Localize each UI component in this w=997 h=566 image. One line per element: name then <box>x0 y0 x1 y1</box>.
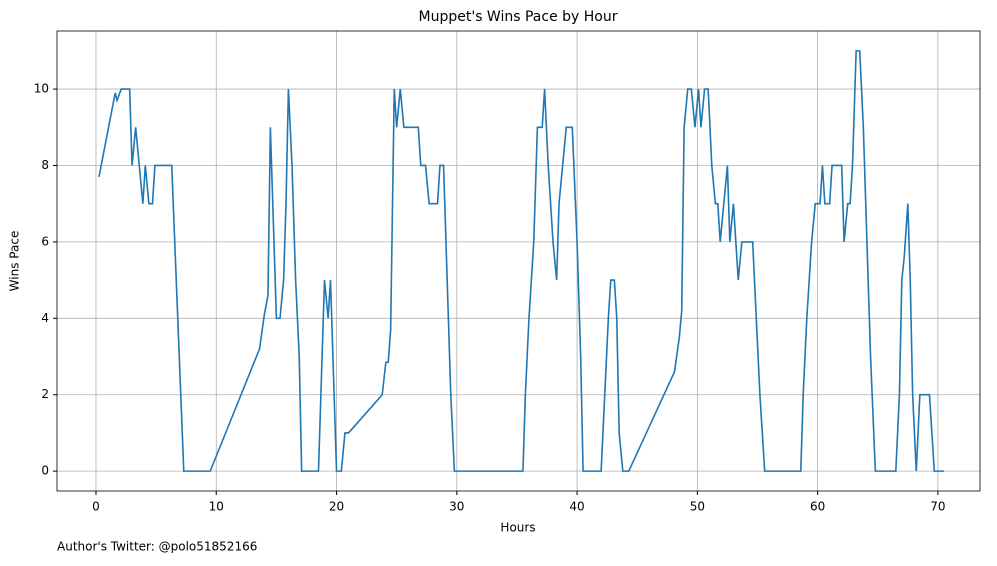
y-tick-label: 0 <box>41 464 49 478</box>
y-tick-label: 4 <box>41 311 49 325</box>
x-tick-label: 0 <box>92 500 100 514</box>
y-tick-label: 2 <box>41 387 49 401</box>
x-tick-label: 20 <box>329 500 344 514</box>
y-tick-label: 8 <box>41 158 49 172</box>
footnote: Author's Twitter: @polo51852166 <box>57 540 257 554</box>
chart-title: Muppet's Wins Pace by Hour <box>419 9 618 25</box>
y-axis-label: Wins Pace <box>8 231 22 292</box>
x-tick-label: 60 <box>810 500 825 514</box>
x-axis-label: Hours <box>500 521 535 535</box>
x-tick-label: 30 <box>449 500 464 514</box>
plot-frame <box>56 30 981 492</box>
y-tick-label: 6 <box>41 234 49 248</box>
y-tick-label: 10 <box>34 82 49 96</box>
x-tick-label: 50 <box>690 500 705 514</box>
x-tick-label: 40 <box>569 500 584 514</box>
x-tick-label: 70 <box>930 500 945 514</box>
x-tick-label: 10 <box>209 500 224 514</box>
data-line <box>98 50 944 472</box>
